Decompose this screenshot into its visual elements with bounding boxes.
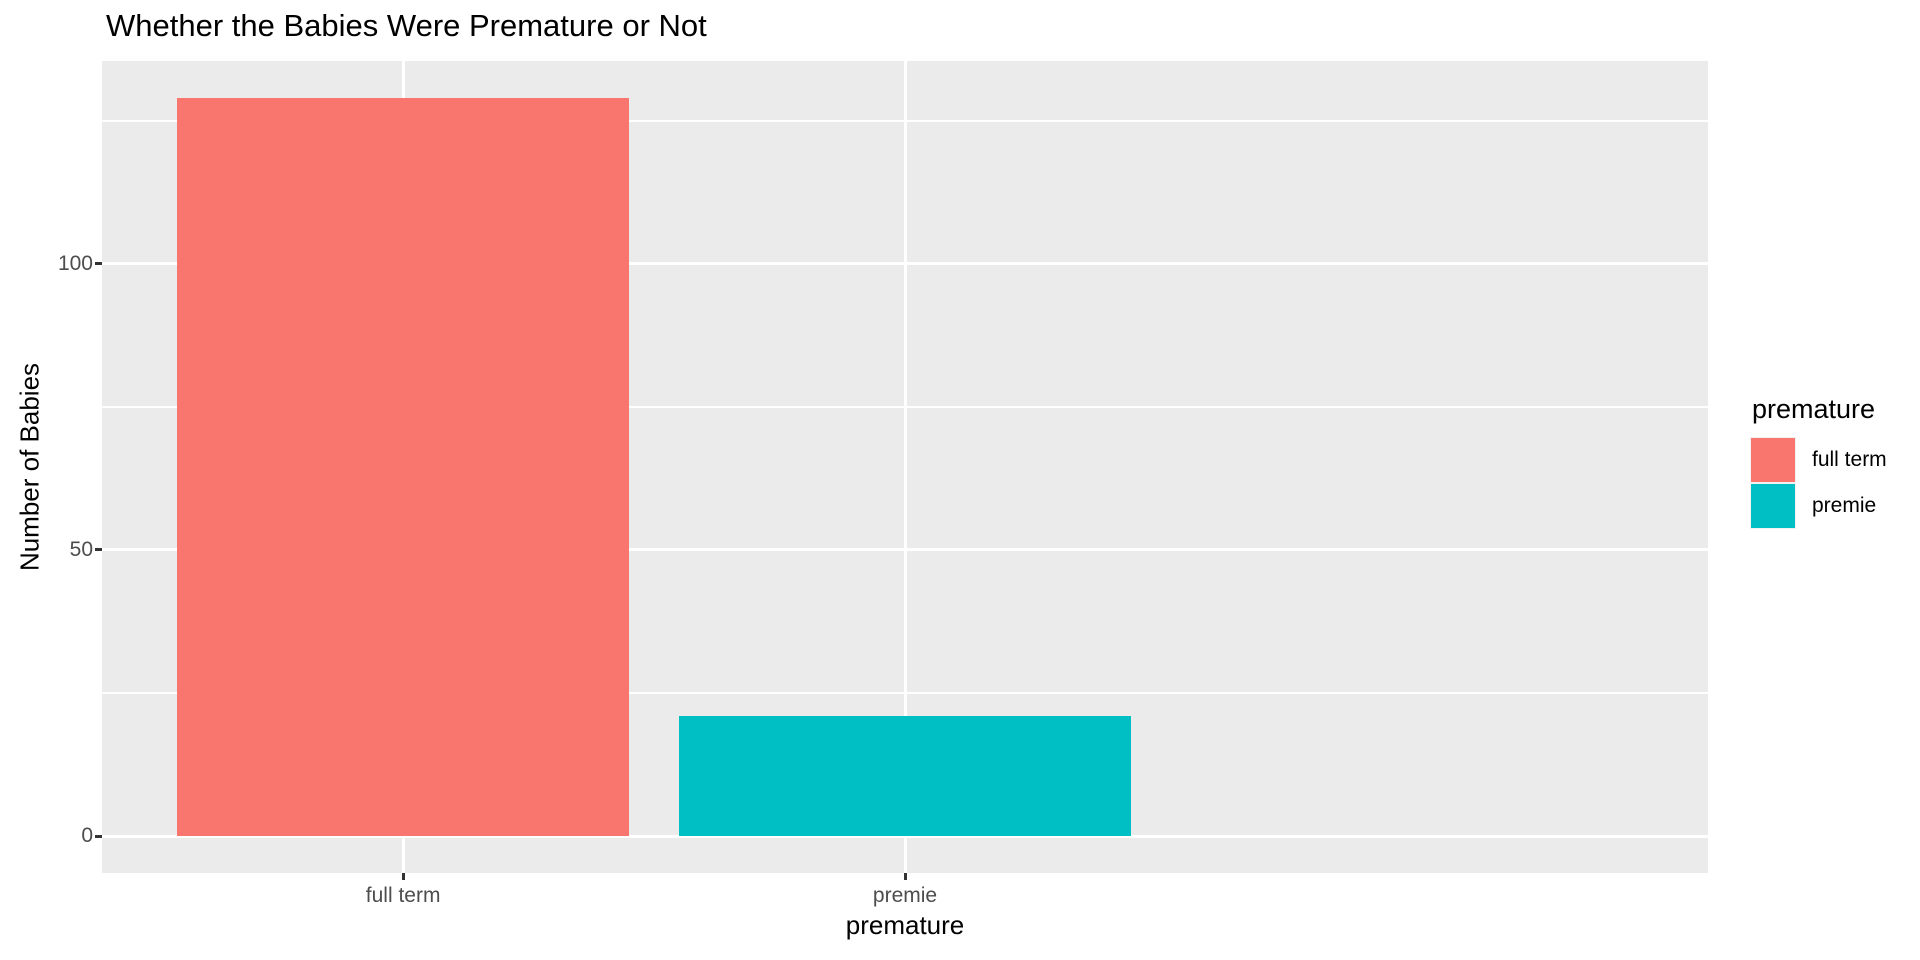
legend-key (1750, 437, 1796, 483)
legend-entry-label: full term (1812, 448, 1887, 471)
x-axis-title: premature (845, 910, 965, 940)
chart-title: Whether the Babies Were Premature or Not (106, 8, 707, 43)
plot-panel (102, 61, 1708, 873)
legend-key-swatch (1751, 484, 1795, 528)
legend-entry: full term (1750, 437, 1887, 483)
x-tick-label: full term (365, 884, 441, 907)
bar-full-term (177, 97, 629, 837)
legend-entry-label: premie (1812, 494, 1877, 517)
y-tick-label: 100 (57, 251, 93, 275)
x-tick-label: premie (872, 884, 938, 907)
y-axis-title: Number of Babies (14, 362, 45, 572)
legend-entry: premie (1750, 483, 1887, 529)
y-tick-label: 50 (69, 537, 93, 561)
legend-entries: full term premie (1750, 437, 1887, 529)
y-tick-mark (95, 262, 102, 266)
x-tick-mark (903, 873, 907, 880)
legend: premature full term premie (1750, 394, 1887, 529)
y-tick-mark (95, 834, 102, 838)
legend-key (1750, 483, 1796, 529)
y-tick-label: 0 (81, 824, 93, 848)
x-tick-mark (401, 873, 405, 880)
legend-key-swatch (1751, 438, 1795, 482)
legend-title: premature (1752, 394, 1876, 424)
major-gridline-vertical (903, 61, 907, 873)
bar-premie (679, 715, 1131, 837)
y-tick-mark (95, 548, 102, 552)
